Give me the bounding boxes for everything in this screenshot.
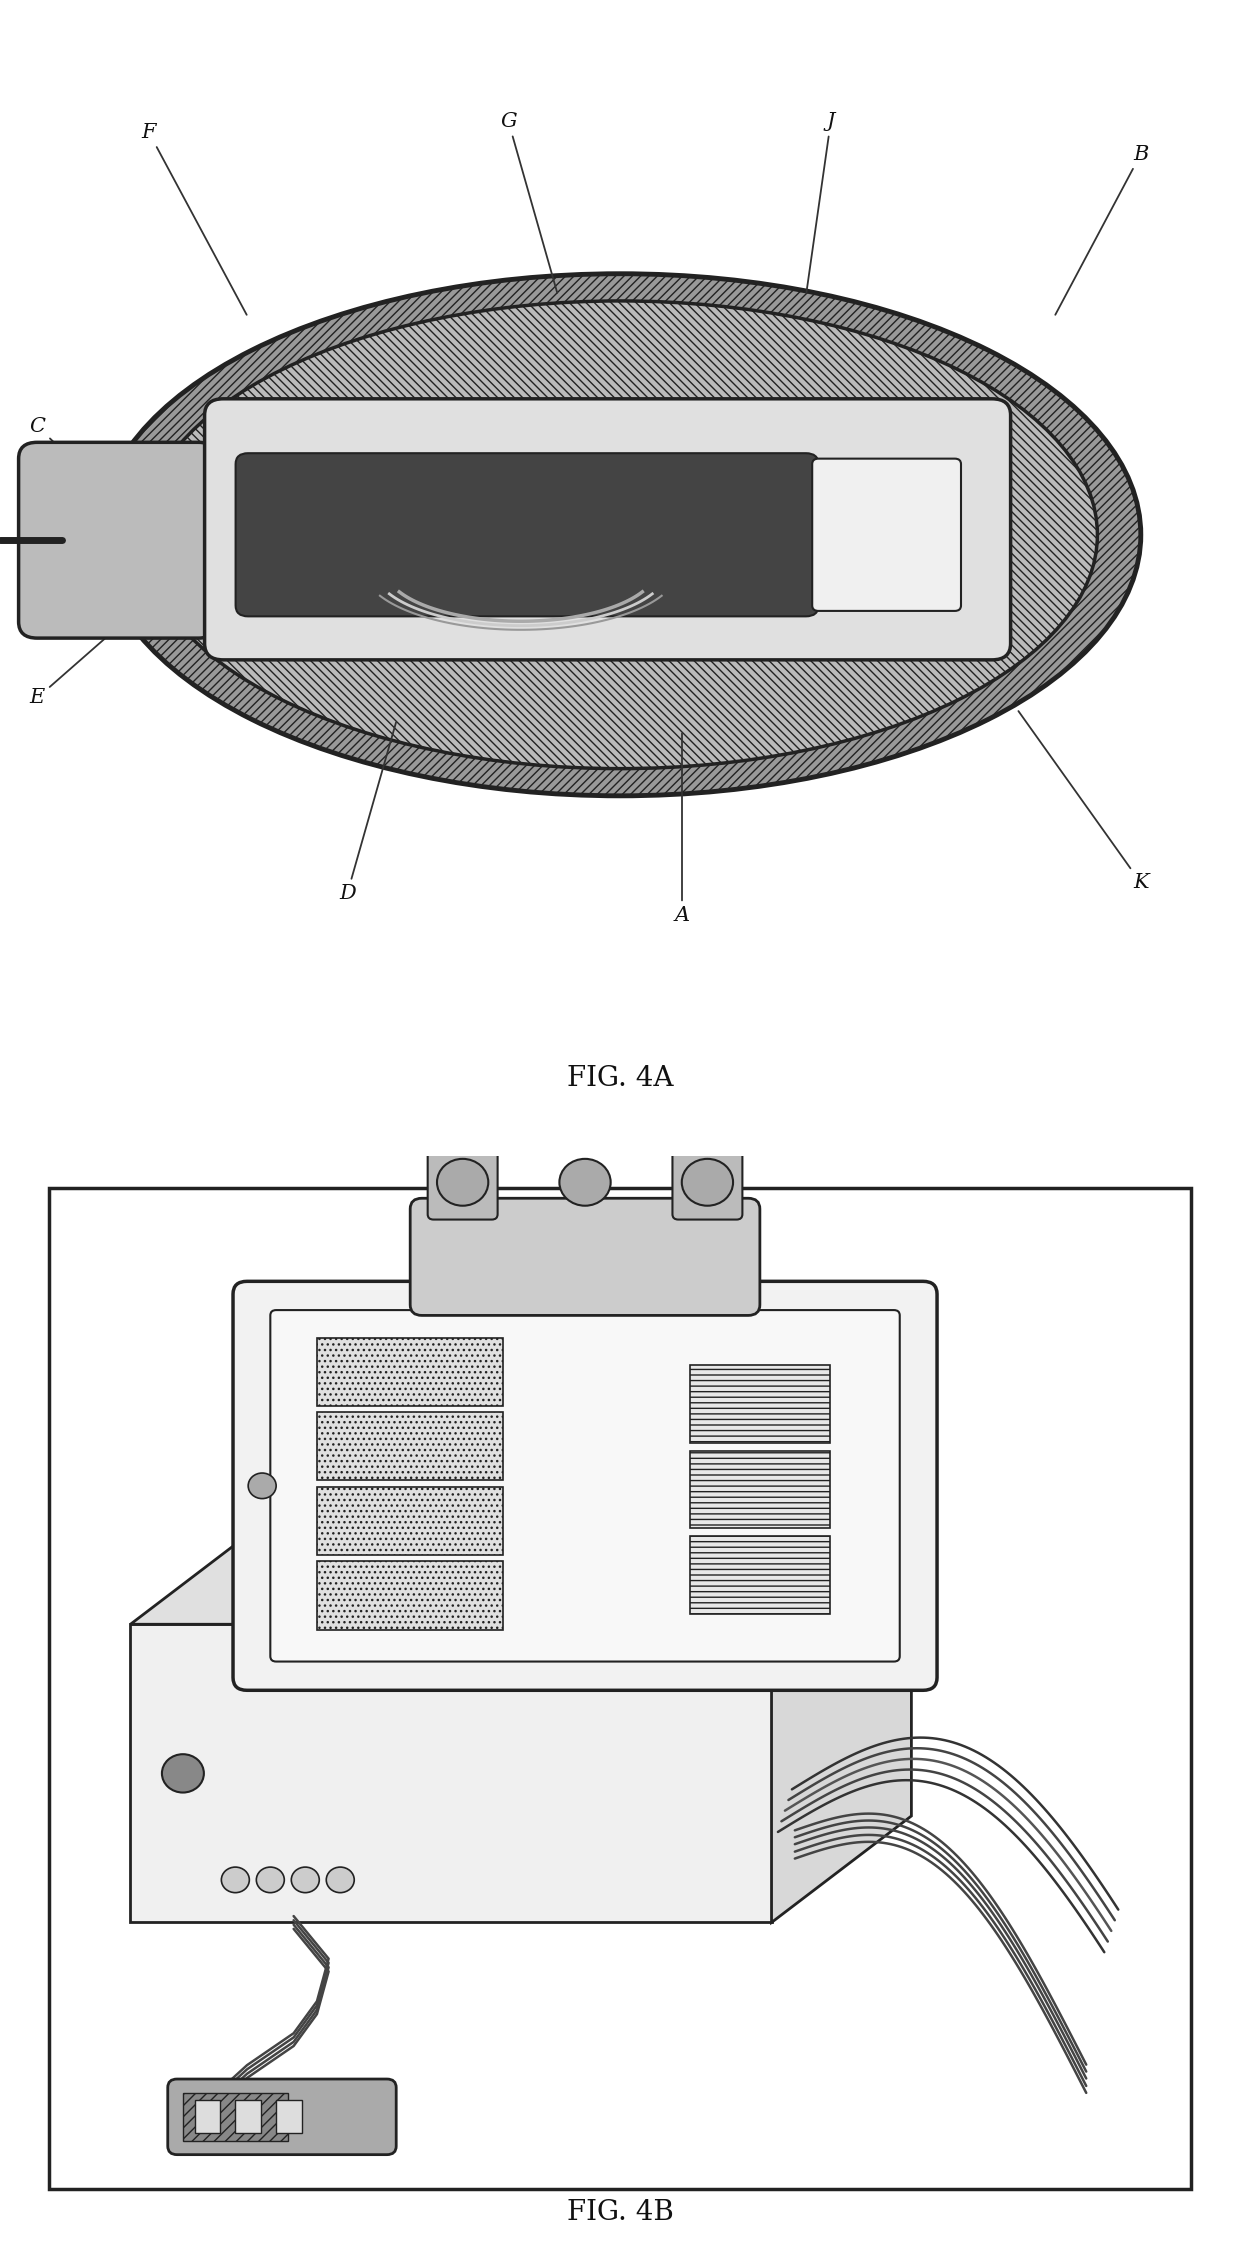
Circle shape (559, 1158, 610, 1206)
Bar (317, 1486, 503, 1554)
Ellipse shape (99, 274, 1141, 795)
Text: G: G (500, 111, 557, 292)
Bar (236, 2101, 260, 2132)
Circle shape (162, 1754, 203, 1792)
FancyBboxPatch shape (233, 1280, 937, 1690)
FancyBboxPatch shape (410, 1199, 760, 1314)
Text: FIG. 4A: FIG. 4A (567, 1065, 673, 1092)
Bar (317, 1337, 503, 1405)
Text: E: E (30, 603, 146, 707)
FancyBboxPatch shape (270, 1310, 900, 1661)
FancyBboxPatch shape (205, 399, 1011, 659)
FancyBboxPatch shape (428, 1144, 497, 1219)
FancyBboxPatch shape (167, 2078, 397, 2155)
Bar (689, 1450, 830, 1527)
FancyBboxPatch shape (672, 1144, 743, 1219)
Text: B: B (1055, 145, 1148, 315)
FancyBboxPatch shape (236, 453, 818, 616)
Bar (689, 1536, 830, 1613)
Bar (317, 1561, 503, 1629)
Bar (195, 2101, 221, 2132)
Bar (130, 1625, 771, 1922)
Text: F: F (141, 122, 247, 315)
Text: A: A (675, 734, 689, 925)
Bar (689, 1366, 830, 1443)
Text: C: C (30, 417, 146, 533)
Circle shape (436, 1158, 489, 1206)
FancyBboxPatch shape (19, 442, 217, 639)
Polygon shape (771, 1518, 911, 1922)
FancyBboxPatch shape (184, 2094, 288, 2141)
Text: FIG. 4B: FIG. 4B (567, 2198, 673, 2225)
Text: D: D (339, 723, 396, 904)
Ellipse shape (143, 301, 1097, 768)
Circle shape (222, 1867, 249, 1892)
Text: K: K (1018, 712, 1148, 893)
Polygon shape (130, 1518, 911, 1625)
Circle shape (248, 1473, 277, 1498)
FancyBboxPatch shape (812, 458, 961, 612)
Bar (317, 1412, 503, 1480)
Text: J: J (806, 111, 835, 292)
Circle shape (326, 1867, 355, 1892)
Bar (277, 2101, 301, 2132)
Circle shape (682, 1158, 733, 1206)
Circle shape (257, 1867, 284, 1892)
Circle shape (291, 1867, 319, 1892)
